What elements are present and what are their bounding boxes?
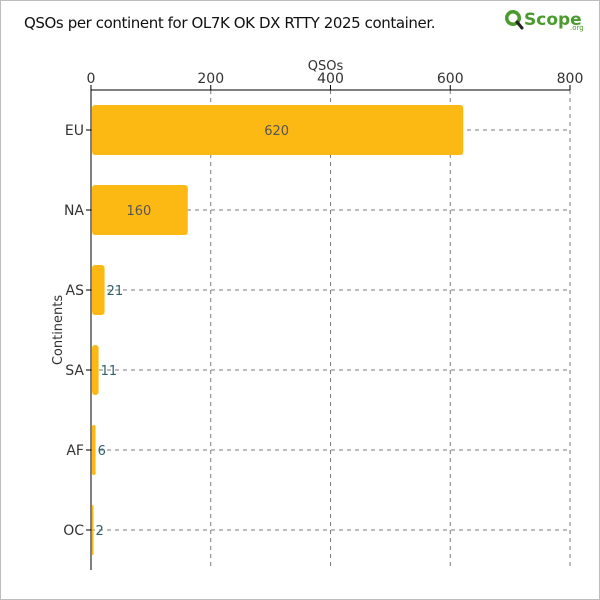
chart-title: QSOs per continent for OL7K OK DX RTTY 2…	[24, 14, 436, 32]
y-axis-title: Continents	[51, 295, 66, 366]
bar	[92, 105, 464, 155]
bar-value-label: 620	[264, 124, 289, 139]
logo-suffix: .org	[570, 24, 584, 32]
x-tick-label: 0	[87, 71, 96, 87]
x-tick-label: 600	[437, 71, 464, 87]
bar-value-label: 160	[126, 204, 151, 219]
bar-value-label: 11	[101, 364, 118, 379]
logo-text: Scope	[524, 10, 582, 30]
x-tick-label: 800	[557, 71, 584, 87]
bar-value-label: 2	[96, 524, 104, 539]
bar	[92, 505, 94, 555]
x-tick-label: 400	[317, 71, 344, 87]
y-tick-label: AF	[66, 443, 84, 459]
bar	[92, 265, 105, 315]
bar	[92, 425, 96, 475]
y-tick-label: AS	[66, 283, 85, 299]
bar	[92, 345, 99, 395]
qscope-logo[interactable]: Scope .org	[502, 5, 588, 35]
magnifier-q-icon	[505, 10, 524, 30]
bar-value-label: 21	[107, 284, 124, 299]
x-axis-title: QSOs	[308, 59, 344, 74]
bar-value-label: 6	[98, 444, 106, 459]
y-tick-label: SA	[65, 363, 84, 379]
x-tick-label: 200	[197, 71, 224, 87]
y-tick-label: OC	[63, 523, 84, 539]
y-tick-label: EU	[65, 123, 84, 139]
bar	[92, 185, 188, 235]
y-tick-label: NA	[64, 203, 84, 219]
